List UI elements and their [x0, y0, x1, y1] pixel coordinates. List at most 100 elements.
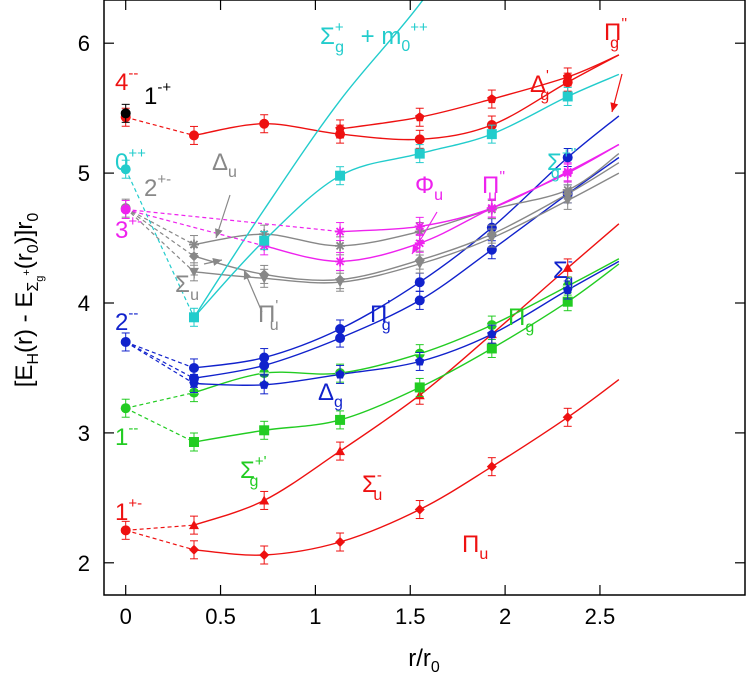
point-deltagprime-1 — [259, 114, 270, 134]
label-2mm: 2-- — [115, 305, 138, 336]
point-sigmagm-1 — [259, 355, 270, 375]
dashed-sigmagm — [125, 341, 195, 379]
point-deltagprime-0 — [188, 125, 199, 145]
svg-text:[EH(r) - EΣg+(r0)]r0: [EH(r) - EΣg+(r0)]r0 — [11, 213, 46, 388]
y-axis-label: [EH(r) - EΣg+(r0)]r0 — [11, 213, 46, 388]
label-deltagprime: Δ' g — [530, 67, 549, 104]
label-2pm: 2+- — [144, 171, 171, 202]
x-tick-label: 1 — [309, 604, 321, 629]
dashed-deltag — [125, 392, 195, 409]
point-deltau-5 — [562, 180, 573, 200]
series-labels: Σ+ g + m0++ Π'' g Δ' g Σ+'' g Φu Π'' u Δu Σ+ u Π' u Π' g Σ… — [115, 15, 627, 563]
data-points — [120, 67, 573, 565]
point-sigmagm-0 — [188, 368, 199, 388]
point-phiu-1 — [335, 251, 346, 271]
label-sigmagpprime: Σ+' g — [240, 453, 267, 490]
label-deltau: Δu — [212, 149, 237, 181]
dashed-piu — [125, 529, 195, 551]
r0-point-1pm — [120, 520, 131, 540]
label-piuprime: Π' u — [258, 297, 279, 334]
point-sigmagpprime-2 — [335, 410, 346, 430]
curve-deltagprime — [193, 54, 620, 141]
point-deltagprime-3 — [414, 129, 425, 149]
point-sigmagpprime-1 — [259, 420, 270, 440]
x-axis-label: r/r0 — [408, 645, 440, 676]
point-pig-2 — [335, 364, 345, 384]
y-tick-label: 6 — [78, 31, 90, 56]
point-pig-3 — [415, 351, 425, 371]
dashed-sigmagpprime — [125, 407, 195, 443]
point-sigmaup-4 — [486, 224, 497, 244]
point-sigmagpprime-3 — [414, 377, 425, 397]
y-tick-label: 3 — [78, 421, 90, 446]
point-piuprimeprime-1 — [414, 216, 425, 236]
x-tick-label: 2 — [499, 604, 511, 629]
point-piuprimeprime-2 — [486, 198, 497, 218]
r0-connector-lines — [125, 116, 341, 551]
r0-point-3pm — [120, 199, 131, 219]
point-piuprimeprime-3 — [562, 162, 573, 182]
point-piu-5 — [562, 407, 573, 427]
r0-point-1mm — [120, 398, 131, 418]
label-arrow-head — [214, 228, 223, 238]
point-sigmagpprime-0 — [188, 432, 199, 452]
dashed-pig — [125, 341, 195, 385]
point-piu-0 — [188, 540, 199, 560]
y-tick-label: 5 — [78, 161, 90, 186]
label-4mm: 4-- — [115, 65, 138, 96]
point-sigmagpprimeprime-0 — [188, 307, 199, 327]
point-pig-1 — [259, 375, 269, 395]
dashed-piuprime — [125, 207, 195, 273]
dashed-phiu — [125, 208, 265, 247]
point-pigprimeprime-3 — [562, 67, 573, 87]
label-piuprimeprime: Π'' u — [482, 168, 505, 205]
point-sigmagm-3 — [414, 290, 425, 310]
x-tick-label: 0 — [120, 604, 132, 629]
point-sigmaum-1 — [259, 490, 270, 510]
label-piu: Πu — [462, 531, 488, 563]
point-pigprime-3 — [414, 272, 425, 292]
point-sigmaup-3 — [414, 250, 425, 270]
label-arrow-head — [243, 270, 252, 280]
label-pigprime: Π' g — [370, 297, 391, 334]
label-sigmagp-p-m: Σ+ g + m0++ — [320, 19, 428, 56]
label-arrows — [203, 73, 623, 313]
label-1mm: 1-- — [115, 420, 138, 451]
x-tick-label: 2.5 — [585, 604, 616, 629]
point-sigmagm-2 — [335, 328, 346, 348]
point-pig-4 — [487, 324, 497, 344]
x-tick-label: 1.5 — [395, 604, 426, 629]
dashed-deltagprime — [125, 116, 195, 137]
axis-ticks: 0 0.5 1 1.5 2 2.5 2 3 4 5 6 — [78, 0, 745, 629]
label-pig: Πg — [508, 304, 534, 336]
x-tick-label: 0.5 — [205, 604, 236, 629]
label-pigprimeprime: Π'' g — [604, 15, 627, 52]
point-sigmaup-1 — [259, 264, 270, 284]
plot-frame — [103, 0, 746, 596]
label-1pm: 1+- — [115, 495, 142, 526]
y-tick-label: 4 — [78, 291, 90, 316]
point-sigmagpprimeprime-1 — [259, 231, 270, 251]
r0-point-0pp — [120, 159, 131, 179]
label-sigmaup: Σ+ u — [175, 267, 199, 304]
point-sigmagpprimeprime-5 — [562, 86, 573, 106]
dashed-sigmaum — [125, 524, 195, 531]
label-arrow-head — [212, 258, 222, 266]
dashed-deltau — [125, 207, 195, 246]
point-piu-3 — [414, 500, 425, 520]
point-piu-1 — [259, 545, 270, 565]
label-sigmagpprimeprime: Σ+'' g — [547, 145, 576, 182]
label-3pm: 3+- — [115, 213, 142, 244]
label-1mp: 1-+ — [144, 79, 171, 110]
point-deltau-0 — [188, 235, 199, 255]
label-sigmaum: Σ-u — [362, 467, 382, 504]
label-sigmagm: Σ-g — [553, 253, 573, 290]
dashed-sigmagpprimeprime — [125, 168, 195, 318]
label-phiu: Φu — [415, 172, 443, 204]
point-piu-2 — [335, 532, 346, 552]
point-sigmagpprimeprime-3 — [414, 144, 425, 164]
point-sigmaum-2 — [335, 441, 346, 461]
r0-point-1mp — [120, 103, 131, 123]
point-piu-4 — [486, 457, 497, 477]
